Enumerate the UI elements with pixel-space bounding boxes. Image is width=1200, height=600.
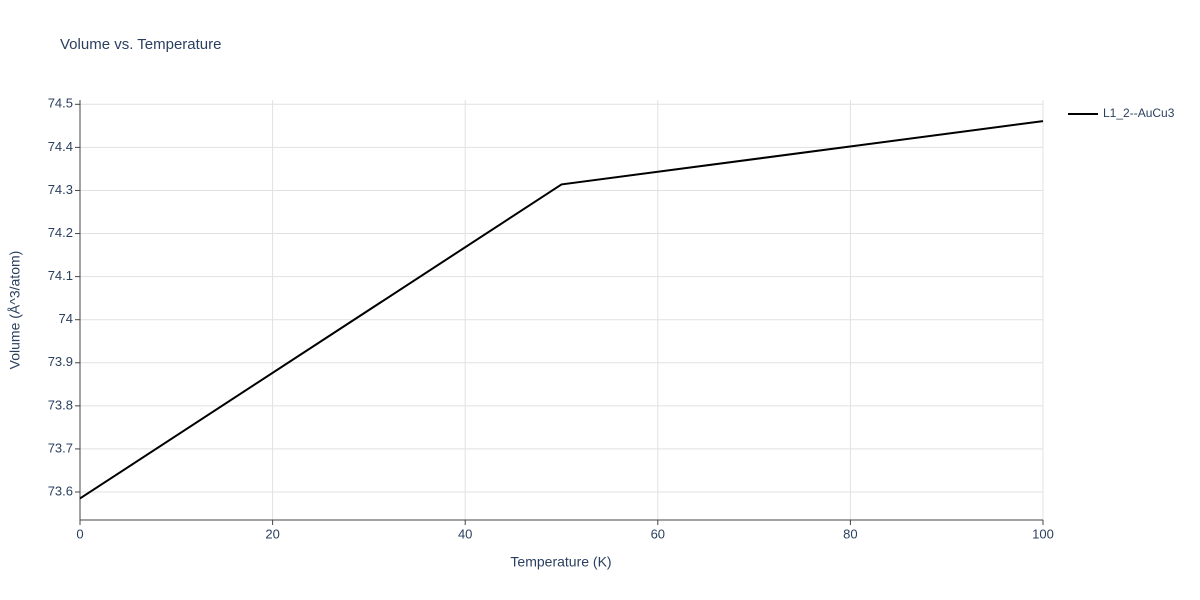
y-tick-label: 74.2 — [48, 225, 73, 240]
y-tick-label: 74.3 — [48, 182, 73, 197]
y-tick-label: 74.4 — [48, 139, 73, 154]
y-tick-label: 73.6 — [48, 483, 73, 498]
legend-label: L1_2--AuCu3 — [1103, 106, 1175, 120]
x-tick-label: 20 — [265, 526, 279, 541]
y-tick-label: 74.1 — [48, 268, 73, 283]
data-line — [79, 120, 1044, 500]
y-tick-label: 73.7 — [48, 440, 73, 455]
y-tick-label: 73.9 — [48, 354, 73, 369]
y-tick-label: 73.8 — [48, 397, 73, 412]
y-tick-label: 74.5 — [48, 96, 73, 111]
chart-title: Volume vs. Temperature — [60, 36, 221, 53]
y-axis-label: Volume (Å^3/atom) — [7, 251, 23, 370]
x-tick-label: 0 — [76, 526, 83, 541]
x-axis-label: Temperature (K) — [510, 554, 611, 570]
x-tick-label: 40 — [458, 526, 472, 541]
y-tick-label: 74 — [59, 311, 73, 326]
x-tick-label: 60 — [651, 526, 665, 541]
x-tick-label: 80 — [843, 526, 857, 541]
x-tick-label: 100 — [1032, 526, 1054, 541]
